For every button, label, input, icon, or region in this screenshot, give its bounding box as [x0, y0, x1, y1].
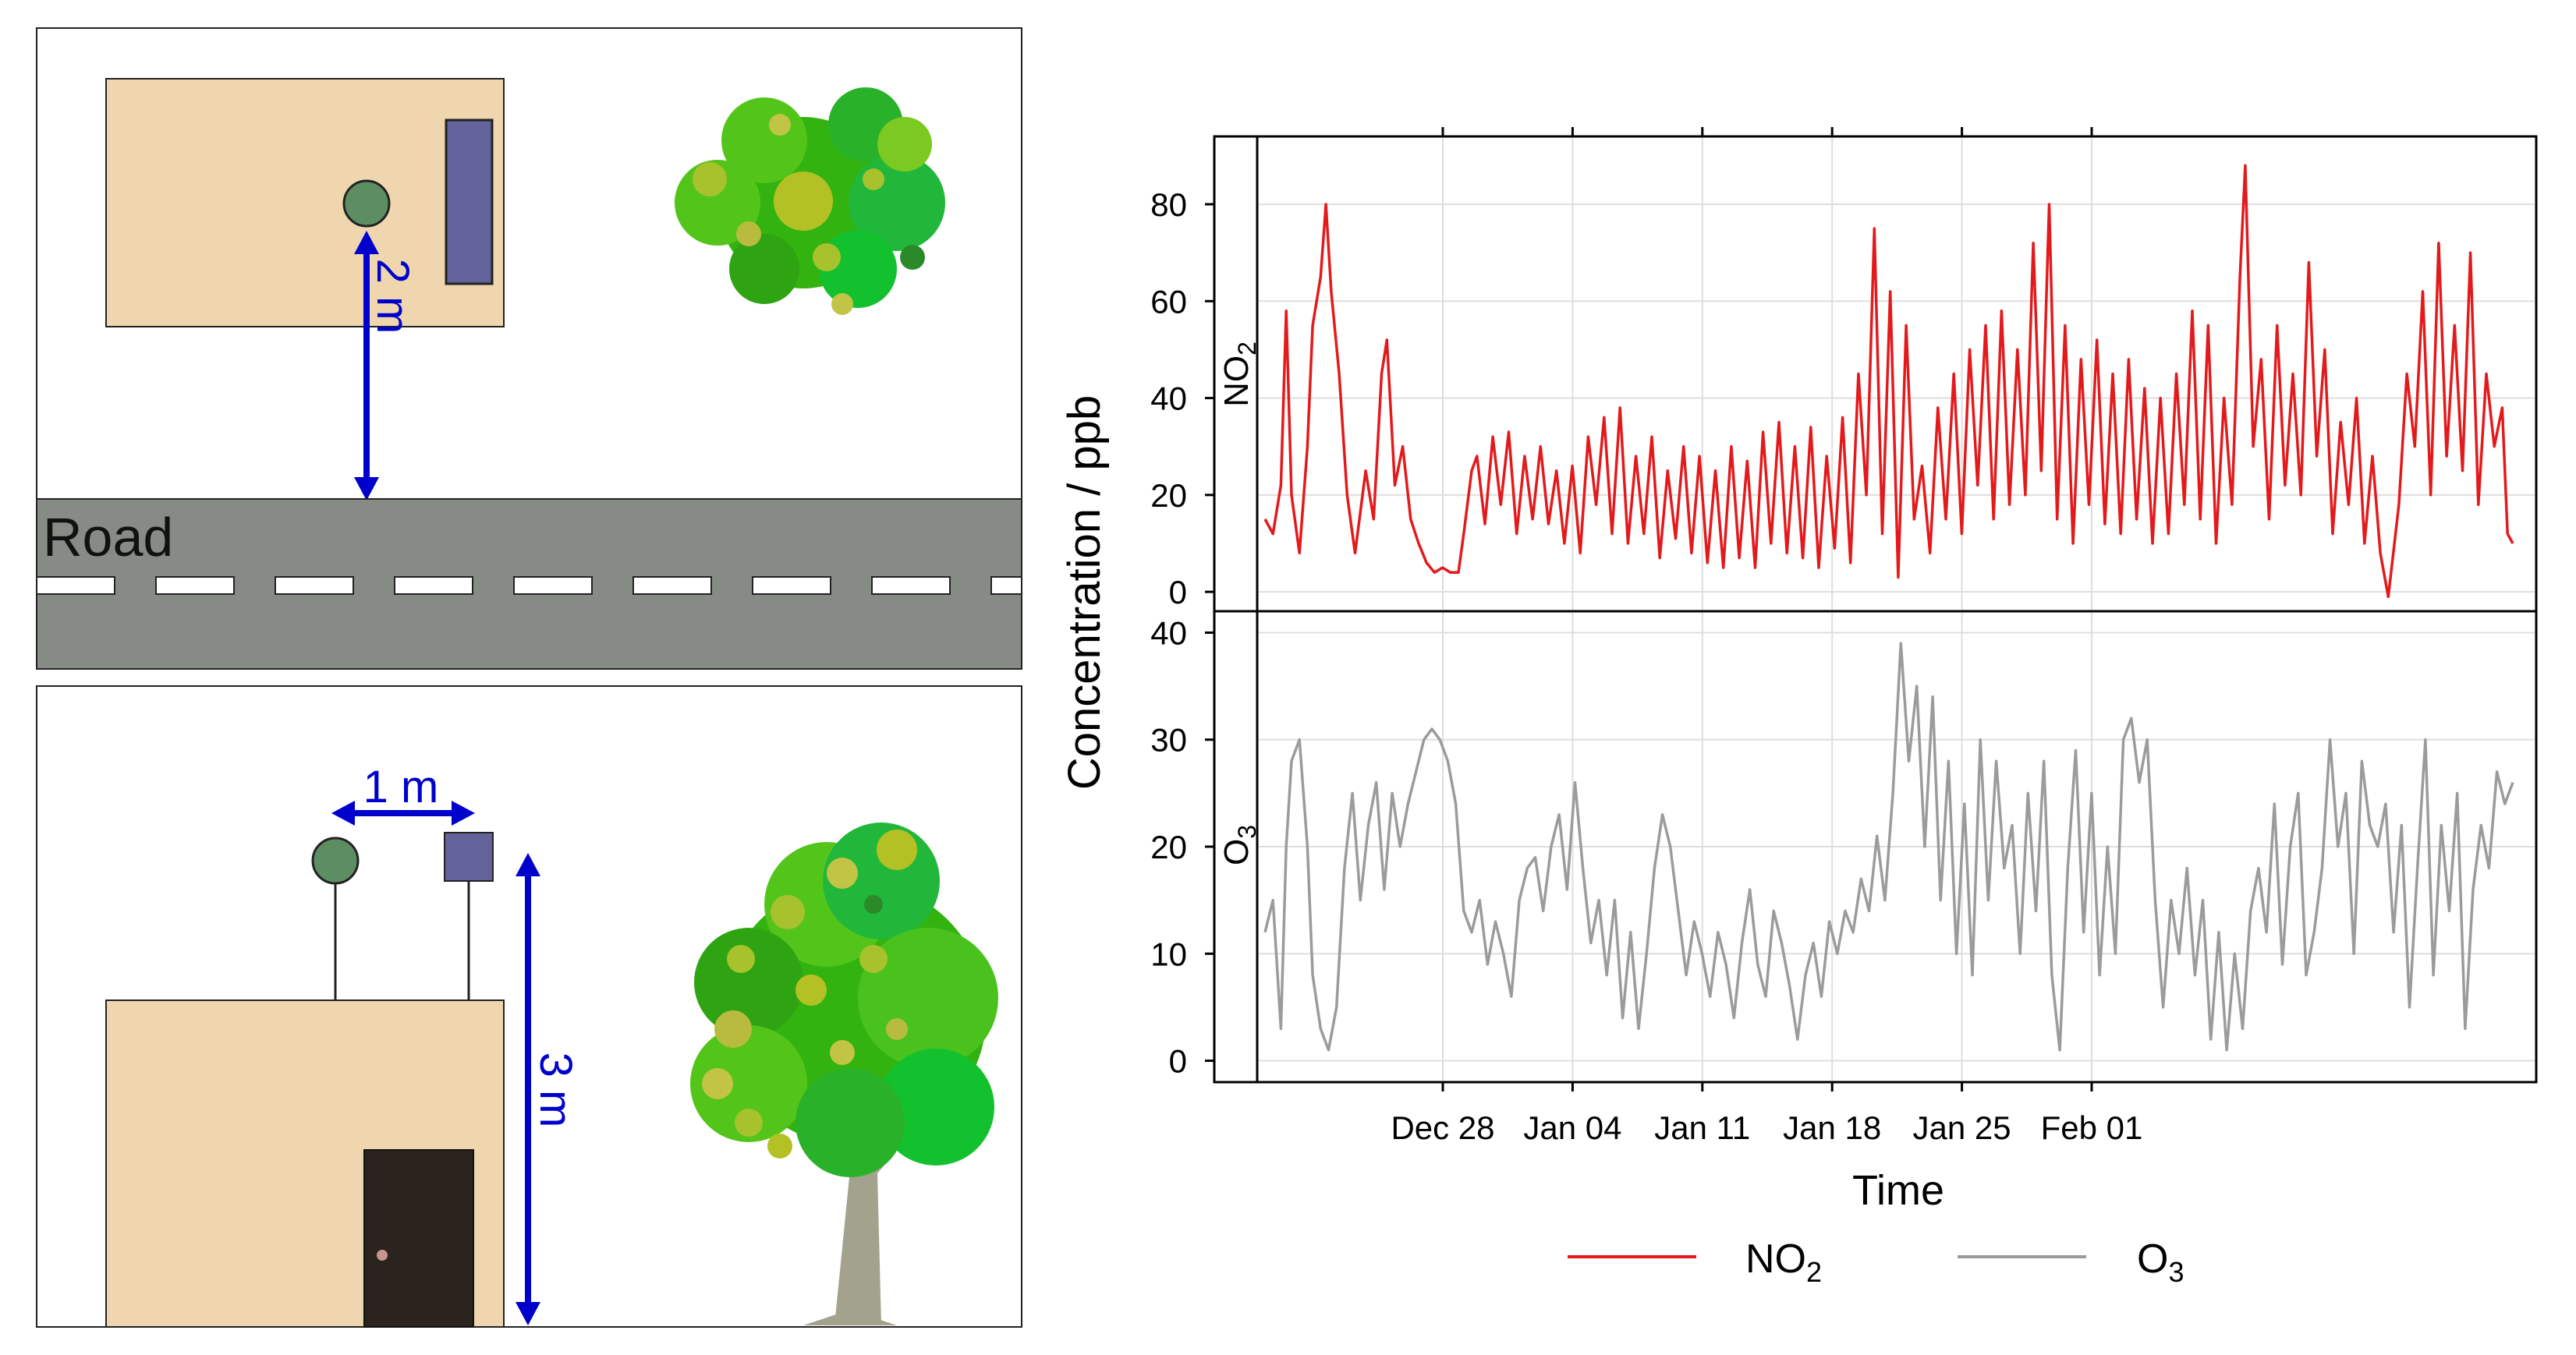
legend-no2-label: NO2: [1745, 1236, 1822, 1288]
lane-dash: [394, 576, 473, 595]
lane-dash: [871, 576, 951, 595]
door-knob: [377, 1250, 388, 1261]
x-tick-label: Feb 01: [2041, 1109, 2143, 1146]
road-lane-markings: [36, 576, 1022, 595]
spacing-label-1m: 1 m: [363, 762, 439, 812]
distance-arrow-2m: [354, 231, 379, 501]
panel-no2: 0 20 40 60 80 NO2: [1150, 138, 2535, 610]
y-tick-label: 40: [1150, 614, 1187, 651]
building-top-view: [105, 78, 505, 327]
bush-top-view-icon: [675, 87, 945, 315]
y-axis-label: Concentration / ppb: [1059, 395, 1110, 790]
height-label-3m: 3 m: [530, 1053, 581, 1128]
lane-dash: [513, 576, 593, 595]
lane-dash: [990, 576, 1022, 595]
strip-label-o3-sub: 3: [1233, 825, 1261, 839]
x-tick-label: Dec 28: [1391, 1109, 1494, 1146]
road-label: Road: [43, 507, 173, 568]
lane-dash: [752, 576, 831, 595]
no2-series-line: [1263, 164, 2514, 599]
tree-side-view-icon: [690, 823, 998, 1325]
lane-dash: [36, 576, 115, 595]
legend-o3-label: O3: [2137, 1236, 2184, 1288]
strip-label-o3-main: O: [1217, 839, 1256, 865]
y-tick-label: 20: [1150, 477, 1187, 514]
y-tick-label: 10: [1150, 936, 1187, 972]
x-tick-label: Jan 04: [1523, 1109, 1621, 1146]
sensor-blue-instrument-side: [444, 832, 494, 882]
strip-label-o3: O3: [1217, 825, 1261, 865]
sensor-green-inlet: [342, 179, 391, 228]
lane-dash: [275, 576, 354, 595]
x-tick-label: Jan 11: [1654, 1109, 1750, 1146]
panel-o3: 0 10 20 30 40 O3: [1150, 613, 2535, 1081]
y-tick-label: 30: [1150, 722, 1187, 759]
y-tick-label: 0: [1169, 574, 1187, 610]
y-tick-label: 80: [1150, 186, 1187, 223]
y-tick-label: 60: [1150, 283, 1187, 320]
lane-dash: [632, 576, 712, 595]
sensor-green-inlet-side: [311, 837, 360, 885]
x-tick-label: Jan 18: [1783, 1109, 1881, 1146]
height-arrow-3m: [516, 853, 540, 1325]
top-diagram: 2 m Road: [36, 27, 1022, 670]
strip-label-no2-sub: 2: [1233, 341, 1261, 356]
strip-label-no2-main: NO: [1217, 356, 1256, 407]
x-axis-ticks: Dec 28 Jan 04 Jan 11 Jan 18 Jan 25 Feb 01: [1391, 127, 2142, 1146]
o3-series-line: [1263, 642, 2514, 1052]
spacing-arrow-1m: [331, 801, 475, 826]
legend-no2-main: NO: [1745, 1236, 1806, 1282]
strip-label-no2: NO2: [1217, 341, 1261, 407]
o3-y-ticks: 0 10 20 30 40: [1150, 614, 1214, 1080]
no2-y-ticks: 0 20 40 60 80: [1150, 186, 1214, 610]
legend: NO2 O3: [1568, 1236, 2184, 1288]
legend-o3-sub: 3: [2168, 1256, 2184, 1288]
x-tick-label: Jan 25: [1913, 1109, 2011, 1146]
sensor-blue-instrument: [445, 119, 494, 285]
distance-label-2m: 2 m: [367, 259, 418, 334]
y-tick-label: 40: [1150, 380, 1187, 417]
y-tick-label: 0: [1169, 1043, 1187, 1080]
legend-o3-main: O: [2137, 1236, 2168, 1282]
bottom-diagram: 1 m 3 m: [36, 685, 1022, 1328]
lane-dash: [155, 576, 235, 595]
legend-no2-sub: 2: [1806, 1256, 1822, 1288]
x-axis-label: Time: [1852, 1167, 1944, 1214]
door: [363, 1149, 474, 1328]
y-tick-label: 20: [1150, 829, 1187, 865]
